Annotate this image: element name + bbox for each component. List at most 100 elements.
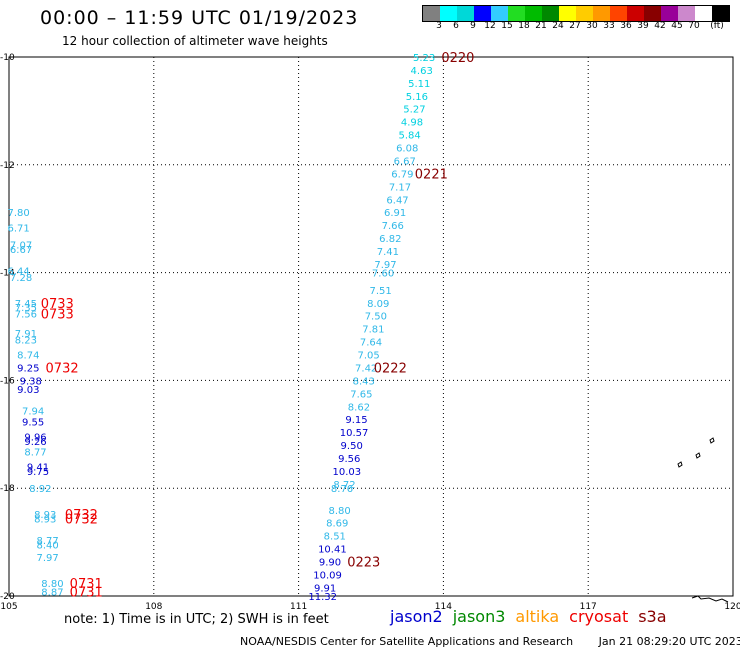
swh-value-label: 4.98	[401, 118, 423, 129]
swh-value-label: 5.11	[408, 79, 430, 90]
pass-time-label: 0731	[70, 586, 103, 601]
color-swatch	[661, 6, 678, 21]
color-swatch	[508, 6, 525, 21]
x-tick-label: 111	[290, 602, 307, 612]
color-scale-label: 6	[453, 21, 459, 31]
color-scale-label: 70	[688, 21, 700, 31]
color-swatch	[610, 6, 627, 21]
color-swatch	[644, 6, 661, 21]
swh-value-label: 8.80	[328, 506, 350, 517]
y-tick-label: -12	[0, 161, 15, 171]
swh-value-label: 7.91	[15, 329, 37, 340]
swh-value-label: 8.74	[17, 351, 39, 362]
y-tick-label: -10	[0, 53, 15, 63]
page-subtitle: 12 hour collection of altimeter wave hei…	[62, 34, 328, 48]
plot-frame	[8, 56, 734, 597]
swh-value-label: 10.41	[318, 545, 347, 556]
color-scale-label: 18	[518, 21, 530, 31]
swh-value-label: 8.72	[333, 480, 355, 491]
swh-value-label: 7.97	[374, 260, 396, 271]
color-scale-label: 15	[501, 21, 513, 31]
swh-value-label: 8.76	[331, 484, 353, 495]
swh-value-label: 9.26	[24, 437, 46, 448]
swh-value-label: 8.80	[41, 579, 63, 590]
color-swatch	[474, 6, 491, 21]
swh-value-label: 7.97	[36, 553, 58, 564]
swh-value-label: 6.67	[10, 245, 32, 256]
swh-value-label: 7.80	[8, 208, 30, 219]
swh-value-label: 9.96	[24, 432, 46, 443]
units-note: note: 1) Time is in UTC; 2) SWH is in fe…	[64, 612, 329, 627]
swh-value-label: 7.28	[10, 273, 32, 284]
pass-time-label: 0223	[347, 556, 380, 571]
color-scale-label: 3	[436, 21, 442, 31]
y-tick-label: -20	[0, 592, 15, 602]
pass-time-label: 0733	[41, 297, 74, 312]
color-swatch	[542, 6, 559, 21]
color-swatch	[440, 6, 457, 21]
swh-value-label: 5.23	[413, 53, 435, 64]
footer: NOAA/NESDIS Center for Satellite Applica…	[240, 635, 740, 648]
island-shape	[677, 461, 683, 468]
swh-value-label: 9.50	[341, 441, 363, 452]
color-scale-label: 9	[470, 21, 476, 31]
color-swatch	[627, 6, 644, 21]
y-tick-label: -14	[0, 269, 15, 279]
color-scale-label: 45	[671, 21, 683, 31]
x-tick-label: 117	[580, 602, 597, 612]
legend-cryosat: cryosat	[569, 607, 629, 626]
color-scale-label: 33	[603, 21, 615, 31]
swh-value-label: 8.77	[24, 448, 46, 459]
swh-value-label: 6.08	[396, 144, 418, 155]
swh-value-label: 8.09	[367, 299, 389, 310]
swh-value-label: 7.66	[382, 221, 404, 232]
swh-value-label: 8.77	[36, 536, 58, 547]
swh-value-label: 7.60	[372, 269, 394, 280]
swh-value-label: 10.09	[313, 570, 342, 581]
color-scale-label: 39	[637, 21, 649, 31]
swh-value-label: 6.67	[394, 156, 416, 167]
swh-value-label: 8.87	[41, 588, 63, 599]
x-tick-label: 114	[435, 602, 452, 612]
color-swatch	[678, 6, 695, 21]
swh-value-label: 10.03	[333, 467, 362, 478]
legend-altika: altika	[515, 607, 560, 626]
swh-value-label: 8.69	[326, 519, 348, 530]
swh-value-label: 7.51	[370, 286, 392, 297]
swh-value-label: 8.40	[36, 540, 58, 551]
color-scale-label: 21	[535, 21, 547, 31]
pass-time-label: 0733	[41, 308, 74, 323]
pass-time-label: 0732	[65, 512, 98, 527]
island-shape	[695, 452, 701, 459]
coastline	[691, 595, 729, 603]
color-scale-label: (ft)	[710, 21, 724, 31]
pass-time-label: 0731	[70, 577, 103, 592]
swh-value-label: 6.47	[386, 195, 408, 206]
swh-value-label: 6.44	[8, 266, 30, 277]
swh-value-label: 6.91	[384, 208, 406, 219]
swh-value-label: 9.75	[27, 467, 49, 478]
pass-time-label: 0220	[441, 51, 474, 66]
swh-value-label: 5.84	[398, 131, 420, 142]
legend-jason3: jason3	[452, 607, 506, 626]
color-swatch	[695, 6, 712, 21]
color-swatch	[491, 6, 508, 21]
color-swatch	[423, 6, 440, 21]
swh-value-label: 9.38	[20, 376, 42, 387]
swh-value-label: 7.65	[350, 389, 372, 400]
swh-value-label: 7.41	[377, 247, 399, 258]
pass-time-label: 0732	[46, 361, 79, 376]
swh-value-label: 7.42	[355, 363, 377, 374]
swh-value-label: 7.64	[360, 338, 382, 349]
color-scale-label: 42	[654, 21, 666, 31]
swh-value-label: 8.93	[34, 510, 56, 521]
x-tick-label: 120	[724, 602, 740, 612]
swh-value-label: 9.90	[319, 558, 341, 569]
color-swatch	[559, 6, 576, 21]
footer-source: NOAA/NESDIS Center for Satellite Applica…	[240, 635, 574, 648]
color-scale-label: 24	[552, 21, 564, 31]
x-tick-label: 105	[0, 602, 17, 612]
swh-value-label: 9.56	[338, 454, 360, 465]
swh-value-label: 9.91	[314, 583, 336, 594]
